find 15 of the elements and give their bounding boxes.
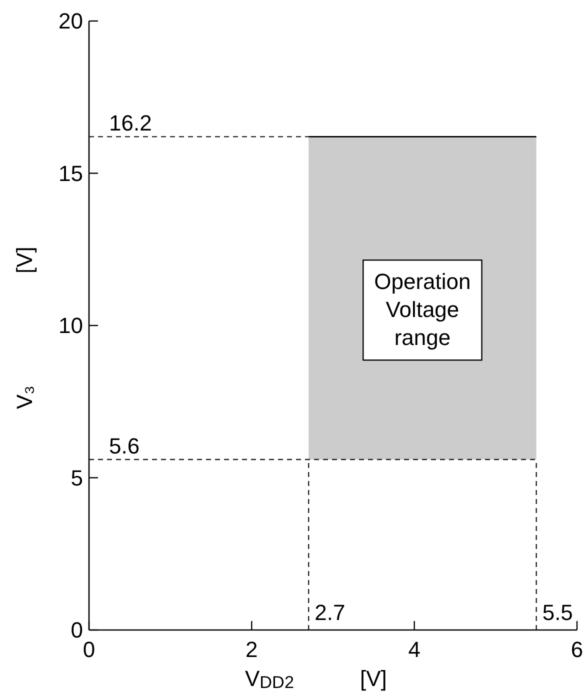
x-tick-label: 2 [246, 637, 258, 662]
x-tick-label: 6 [570, 637, 584, 662]
y-tick-label: 15 [58, 160, 83, 186]
y-tick-label: 20 [58, 8, 83, 34]
ref-line-label: 5.5 [542, 600, 573, 625]
x-tick-label: 4 [408, 637, 420, 662]
ref-line-label: 5.6 [109, 433, 140, 458]
y-tick-label: 10 [58, 313, 83, 338]
y-tick-label: 5 [70, 465, 83, 490]
y-tick-label: 0 [70, 618, 83, 642]
annotation: Operation Voltage range [374, 269, 471, 350]
ref-line-label: 2.7 [314, 600, 346, 625]
text: V$_{DD2}$ [V] [244, 666, 387, 692]
ref-line-label: 16.2 [109, 110, 152, 136]
text: V₃ [V] [12, 246, 37, 410]
